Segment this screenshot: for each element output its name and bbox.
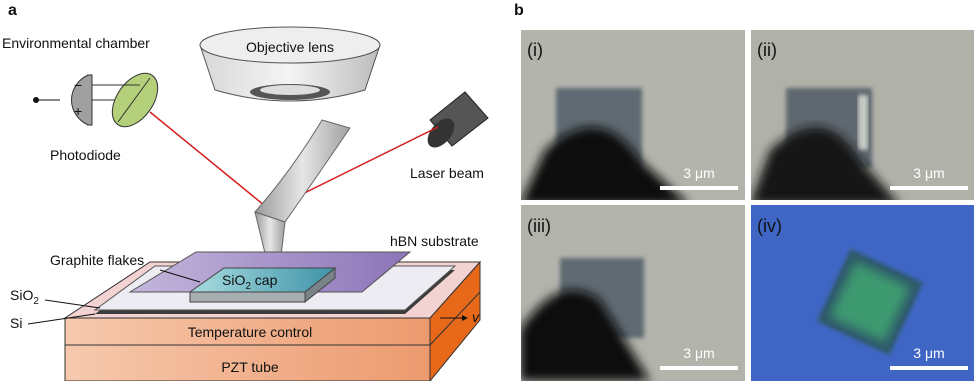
scale-label: 3 μm: [913, 165, 944, 181]
panel-label: b: [514, 2, 524, 19]
image-label: (i): [527, 40, 543, 60]
photodiode: [33, 65, 167, 135]
scale-label: 3 μm: [683, 345, 714, 361]
scale-bar: [660, 186, 738, 190]
label: +: [74, 103, 82, 119]
label: Environmental chamber: [2, 35, 150, 51]
label: hBN substrate: [390, 233, 479, 249]
laser: [422, 92, 488, 152]
scale-label: 3 μm: [913, 345, 944, 361]
label: Photodiode: [50, 147, 121, 163]
scale-bar: [890, 186, 968, 190]
image-label: (iv): [757, 216, 782, 236]
scale-bar: [660, 366, 738, 370]
scale-label: 3 μm: [683, 165, 714, 181]
image-label: (iii): [527, 216, 551, 236]
panel-label: a: [8, 2, 17, 19]
label: Laser beam: [410, 165, 484, 181]
label: v: [472, 309, 480, 325]
scale-bar: [890, 366, 968, 370]
label: SiO: [10, 287, 33, 303]
label: cap: [251, 272, 278, 288]
label: Temperature control: [188, 324, 313, 340]
label: PZT tube: [221, 359, 279, 375]
label: Si: [10, 315, 22, 331]
label: Objective lens: [246, 39, 334, 55]
label: Graphite flakes: [50, 252, 144, 268]
label: −: [74, 77, 82, 93]
label: SiO: [222, 272, 245, 288]
image-label: (ii): [757, 40, 777, 60]
figure: a Environmental chamber Objective lens −…: [0, 0, 974, 381]
subscript: 2: [33, 296, 39, 307]
label: SiO2: [10, 287, 39, 307]
